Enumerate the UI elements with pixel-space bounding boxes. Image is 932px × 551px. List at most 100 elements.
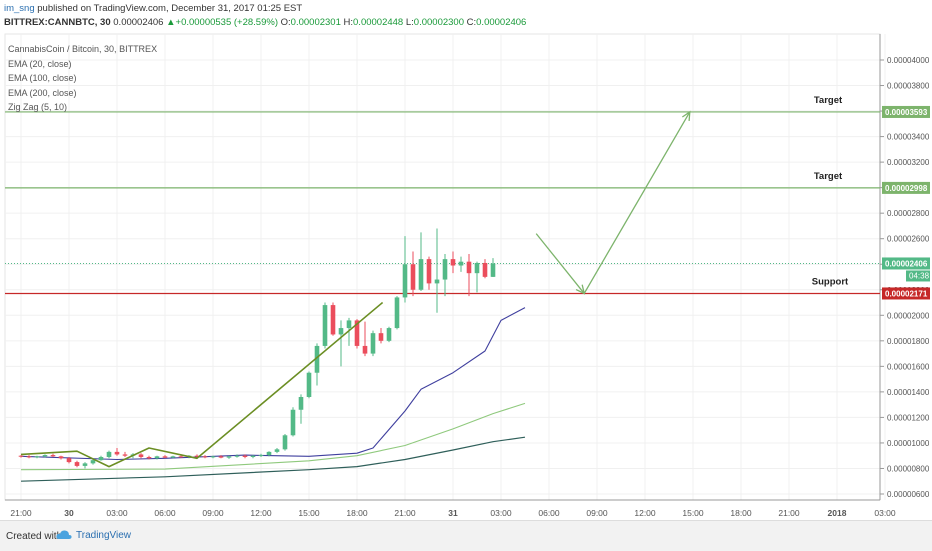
legend-ema20[interactable]: EMA (20, close) — [8, 58, 72, 69]
ema200-line — [20, 436, 526, 482]
candle-down — [330, 305, 336, 335]
candle-down — [18, 455, 24, 457]
candle-down — [58, 456, 64, 459]
candle-up — [458, 261, 464, 266]
high-value: 0.00002448 — [353, 17, 404, 28]
candle-up — [234, 455, 240, 457]
candle-down — [146, 456, 152, 459]
support-label: Support — [812, 276, 849, 287]
y-tick-label: 0.00000800 — [887, 464, 930, 473]
candle-down — [378, 333, 384, 341]
candle-up — [274, 449, 280, 452]
x-tick-label: 18:00 — [730, 508, 752, 518]
y-tick-label: 0.00001200 — [887, 413, 930, 422]
y-tick-label: 0.00001000 — [887, 439, 930, 448]
candle-up — [106, 451, 112, 457]
high-label: H: — [343, 17, 354, 28]
candle-down — [466, 261, 472, 274]
zigzag-line — [20, 301, 384, 468]
y-tick-label: 0.00003400 — [887, 133, 930, 142]
publish-info: im_sng published on TradingView.com, Dec… — [4, 3, 302, 15]
candle-up — [170, 456, 176, 458]
candle-down — [122, 454, 128, 456]
ema100-line — [20, 402, 526, 471]
candle-down — [218, 456, 224, 458]
x-tick-label: 06:00 — [154, 508, 176, 518]
legend-title: CannabisCoin / Bitcoin, 30, BITTREX — [8, 44, 158, 54]
y-tick-label: 0.00003200 — [887, 158, 930, 167]
candle-up — [434, 279, 440, 284]
candle-down — [482, 262, 488, 277]
candle-down — [450, 259, 456, 266]
candle-down — [74, 462, 80, 466]
candle-down — [162, 456, 168, 458]
candle-down — [50, 455, 56, 457]
x-tick-label: 18:00 — [346, 508, 368, 518]
y-tick-label: 0.00001400 — [887, 388, 930, 397]
projection-arrowhead-up — [681, 110, 691, 121]
y-tick-label: 0.00001800 — [887, 337, 930, 346]
symbol-label: BITTREX:CANNBTC, 30 — [4, 17, 111, 28]
footer-bar: Created with TradingView — [0, 520, 932, 551]
x-tick-label: 21:00 — [778, 508, 800, 518]
candle-up — [402, 264, 408, 298]
candle-up — [82, 463, 88, 466]
candle-down — [194, 455, 200, 457]
y-tick-label: 0.00004000 — [887, 56, 930, 65]
price-change: +0.00000535 (+28.59%) — [175, 17, 278, 28]
x-tick-label: 06:00 — [538, 508, 560, 518]
countdown-tag-text: 04:38 — [909, 271, 930, 280]
candle-down — [138, 454, 144, 457]
candle-up — [42, 455, 48, 457]
candle-up — [250, 455, 256, 457]
x-tick-label: 15:00 — [682, 508, 704, 518]
y-tick-label: 0.00002600 — [887, 235, 930, 244]
price-chart[interactable]: 21:00 30 03:00 06:00 09:00 12:00 15:00 18:00 21:… — [0, 0, 932, 520]
ema20-line — [20, 307, 526, 461]
x-tick-label: 21:00 — [10, 508, 32, 518]
target-label: Target — [814, 95, 843, 106]
close-label: C: — [466, 17, 477, 28]
candle-up — [290, 409, 296, 436]
candle-up — [346, 320, 352, 329]
author-link[interactable]: im_sng — [4, 3, 35, 14]
candle-up — [338, 328, 344, 335]
candle-up — [282, 435, 288, 450]
candle-up — [490, 263, 496, 277]
x-tick-label: 09:00 — [586, 508, 608, 518]
y-tick-label: 0.00002800 — [887, 209, 930, 218]
x-tick-label: 30 — [64, 508, 74, 518]
candle-down — [178, 456, 184, 458]
candle-down — [114, 451, 120, 455]
candle-down — [26, 456, 32, 458]
countdown-tag — [906, 270, 930, 282]
chart-header: im_sng published on TradingView.com, Dec… — [0, 0, 932, 30]
candle-up — [394, 297, 400, 329]
y-tick-label: 0.00000600 — [887, 490, 930, 499]
y-tick-label: 0.00001600 — [887, 362, 930, 371]
legend-zigzag[interactable]: Zig Zag (5, 10) — [8, 102, 68, 112]
candle-down — [66, 458, 72, 463]
level-price-tag-text: 0.00002998 — [885, 184, 928, 193]
x-tick-label: 03:00 — [490, 508, 512, 518]
created-with-text: Created with — [6, 531, 63, 542]
candle-up — [386, 328, 392, 341]
candle-up — [210, 456, 216, 458]
candle-down — [362, 345, 368, 354]
tradingview-brand-link[interactable]: TradingView — [56, 529, 131, 541]
x-tick-label: 15:00 — [298, 508, 320, 518]
x-tick-label: 21:00 — [394, 508, 416, 518]
x-tick-label: 09:00 — [202, 508, 224, 518]
legend-ema200[interactable]: EMA (200, close) — [8, 87, 77, 98]
candle-up — [154, 456, 160, 459]
x-tick-label: 31 — [448, 508, 458, 518]
candle-up — [442, 259, 448, 280]
legend-ema100[interactable]: EMA (100, close) — [8, 73, 77, 83]
x-tick-label: 2018 — [828, 508, 847, 518]
change-arrow: ▲ — [166, 17, 176, 28]
candle-up — [90, 460, 96, 464]
candle-down — [426, 259, 432, 284]
tradingview-cloud-icon — [56, 530, 72, 539]
candle-down — [242, 455, 248, 457]
tradingview-label: TradingView — [76, 529, 132, 541]
